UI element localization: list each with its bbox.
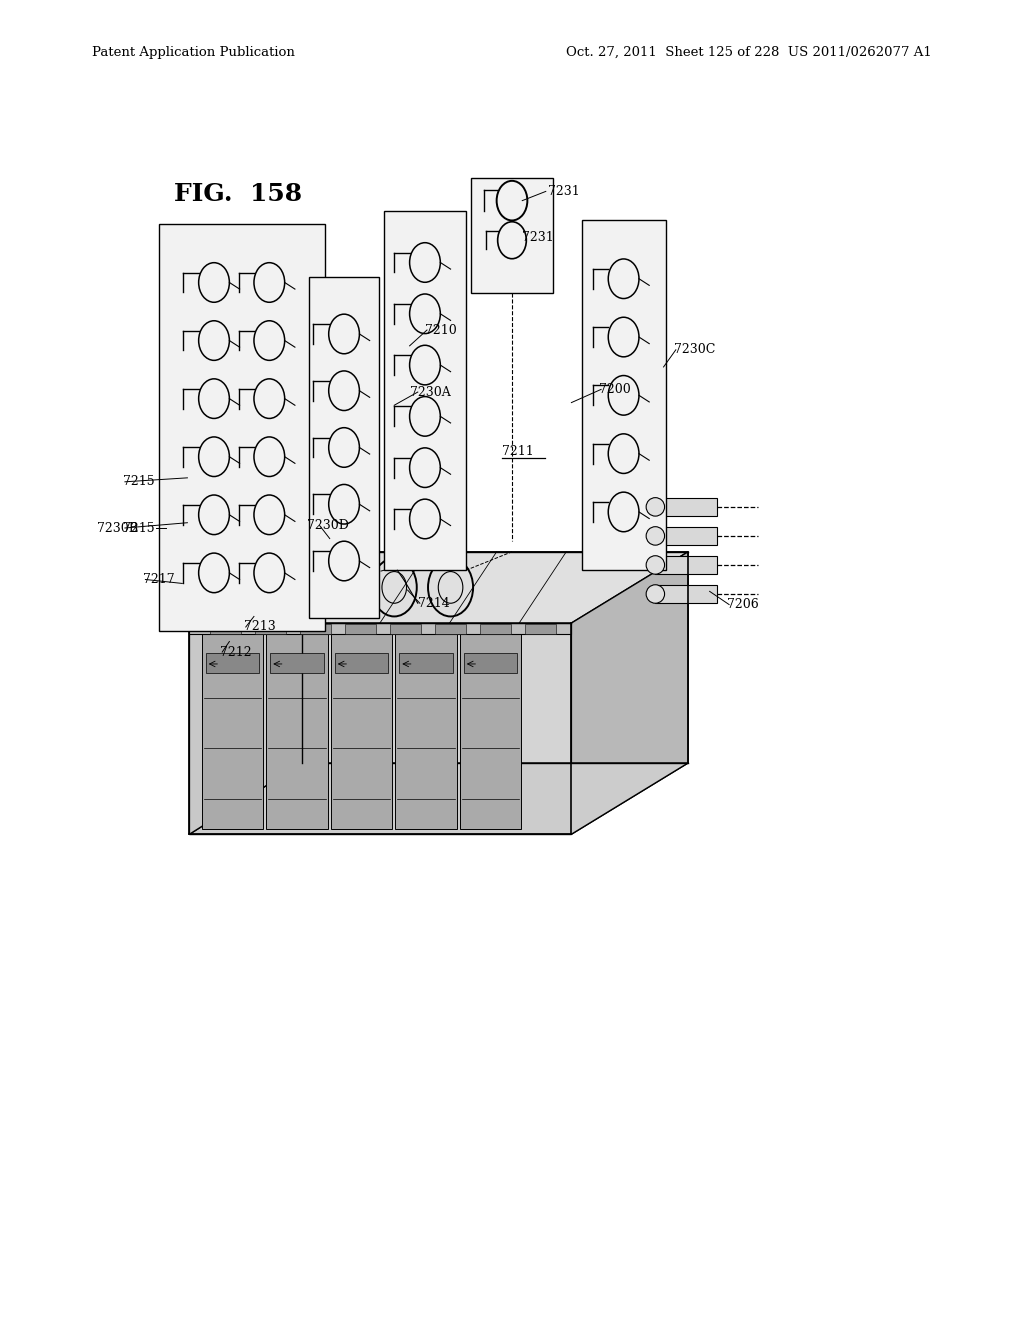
Text: 7213: 7213 <box>244 620 275 634</box>
Text: 7215: 7215 <box>123 521 155 535</box>
Polygon shape <box>189 552 302 834</box>
Text: 7210: 7210 <box>425 323 457 337</box>
Polygon shape <box>582 220 666 570</box>
Polygon shape <box>206 653 259 673</box>
Polygon shape <box>335 653 388 673</box>
Text: 7206: 7206 <box>727 598 759 611</box>
Polygon shape <box>255 624 286 634</box>
Polygon shape <box>655 498 717 516</box>
Polygon shape <box>270 653 324 673</box>
Polygon shape <box>331 634 392 829</box>
Polygon shape <box>189 763 688 834</box>
Text: 7231: 7231 <box>522 231 554 244</box>
Ellipse shape <box>646 585 665 603</box>
Polygon shape <box>655 527 717 545</box>
Text: 7231: 7231 <box>548 185 580 198</box>
Polygon shape <box>471 178 553 293</box>
Polygon shape <box>480 624 511 634</box>
Text: 7200: 7200 <box>599 383 631 396</box>
Polygon shape <box>655 556 717 574</box>
Polygon shape <box>464 653 517 673</box>
Text: 7230B: 7230B <box>97 521 138 535</box>
Polygon shape <box>571 552 688 834</box>
Polygon shape <box>395 634 457 829</box>
Polygon shape <box>159 224 325 631</box>
Text: 7215: 7215 <box>123 475 155 488</box>
Text: 7212: 7212 <box>220 645 252 659</box>
Polygon shape <box>399 653 453 673</box>
Polygon shape <box>195 552 688 623</box>
Text: 7214: 7214 <box>418 597 450 610</box>
Ellipse shape <box>646 498 665 516</box>
Ellipse shape <box>646 527 665 545</box>
Polygon shape <box>189 623 571 634</box>
Text: 7230C: 7230C <box>674 343 715 356</box>
Ellipse shape <box>646 556 665 574</box>
Text: Oct. 27, 2011  Sheet 125 of 228  US 2011/0262077 A1: Oct. 27, 2011 Sheet 125 of 228 US 2011/0… <box>566 46 932 59</box>
Polygon shape <box>210 624 241 634</box>
Polygon shape <box>300 624 331 634</box>
Polygon shape <box>202 634 263 829</box>
Polygon shape <box>460 634 521 829</box>
Polygon shape <box>390 624 421 634</box>
Polygon shape <box>309 277 379 618</box>
Polygon shape <box>189 623 571 834</box>
Polygon shape <box>525 624 556 634</box>
Text: Patent Application Publication: Patent Application Publication <box>92 46 295 59</box>
Text: 7211: 7211 <box>502 445 534 458</box>
Text: 7217: 7217 <box>143 573 175 586</box>
Text: 7230A: 7230A <box>410 385 451 399</box>
Polygon shape <box>345 624 376 634</box>
Polygon shape <box>384 211 466 570</box>
Text: 7230D: 7230D <box>307 519 349 532</box>
Polygon shape <box>266 634 328 829</box>
Text: FIG.  158: FIG. 158 <box>174 182 302 206</box>
Polygon shape <box>655 585 717 603</box>
Polygon shape <box>435 624 466 634</box>
